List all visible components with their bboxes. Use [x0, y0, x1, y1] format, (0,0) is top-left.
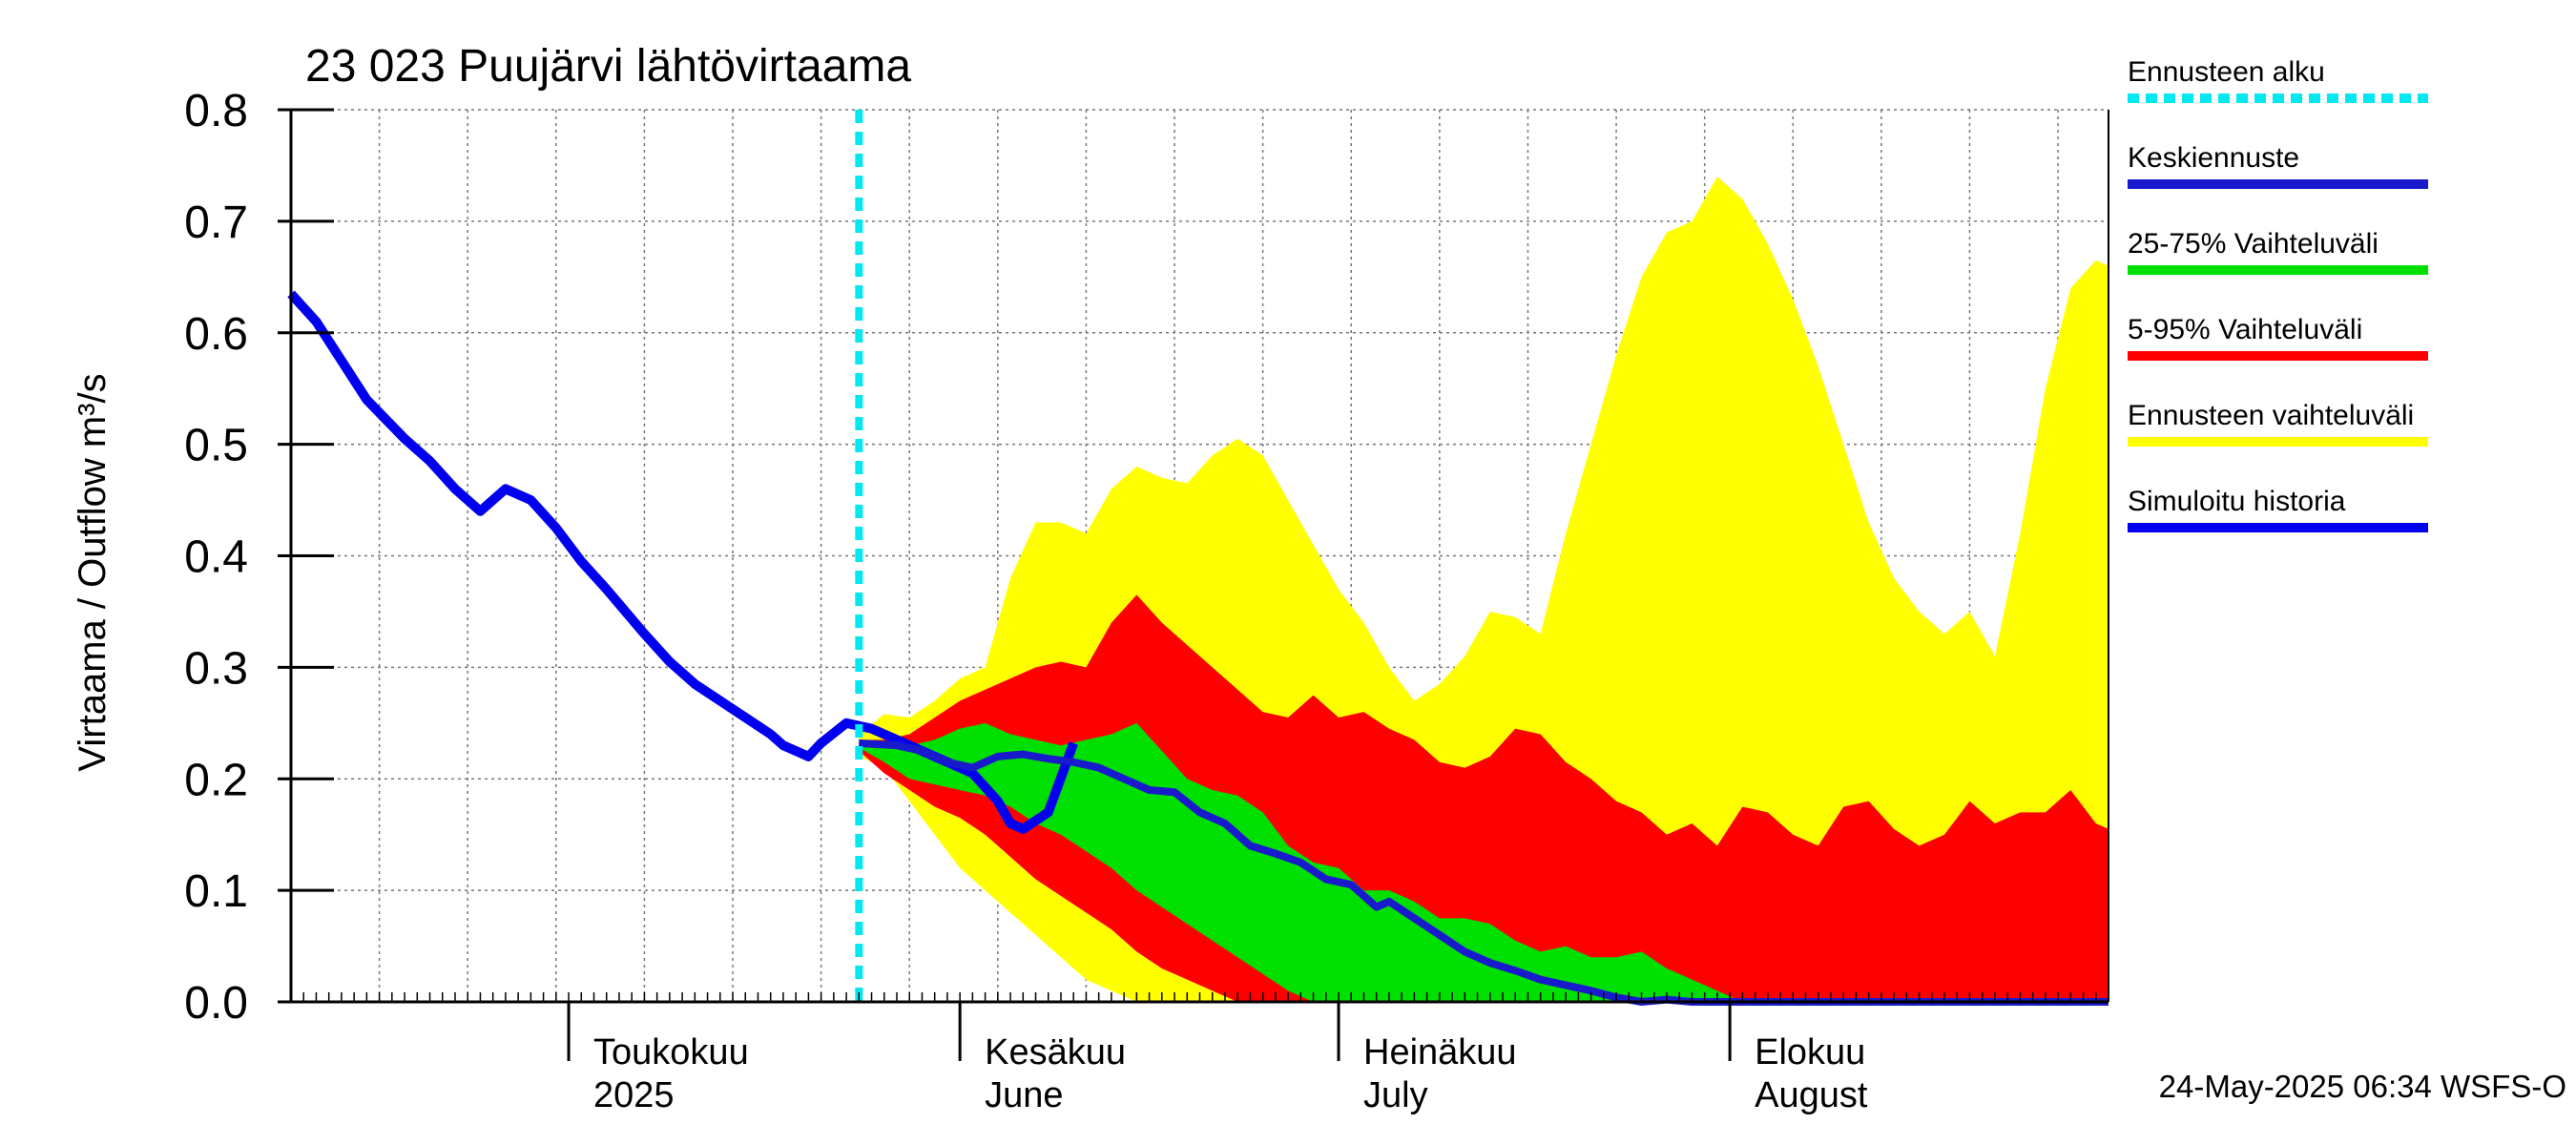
month-label-fi: Kesäkuu — [985, 1032, 1126, 1072]
y-tick-label: 0.0 — [184, 978, 248, 1029]
series-layer — [287, 110, 2109, 1006]
month-label-en: June — [985, 1075, 1063, 1115]
legend-label: Keskiennuste — [2128, 142, 2299, 174]
y-tick-label: 0.8 — [184, 86, 248, 136]
y-tick-label: 0.1 — [184, 866, 248, 917]
y-tick-label: 0.4 — [184, 532, 248, 583]
chart-title: 23 023 Puujärvi lähtövirtaama — [305, 41, 911, 92]
legend-label: Ennusteen alku — [2128, 56, 2325, 88]
y-axis-label: Virtaama / Outflow m³/s — [72, 373, 114, 771]
month-label-fi: Toukokuu — [593, 1032, 749, 1072]
legend-label: Simuloitu historia — [2128, 486, 2346, 517]
legend-label: Ennusteen vaihteluväli — [2128, 400, 2414, 431]
month-label-fi: Heinäkuu — [1363, 1032, 1517, 1072]
y-tick-label: 0.6 — [184, 309, 248, 360]
month-label-en: August — [1755, 1075, 1868, 1115]
month-label-fi: Elokuu — [1755, 1032, 1865, 1072]
y-tick-label: 0.3 — [184, 643, 248, 694]
month-label-en: July — [1363, 1075, 1428, 1115]
footer-timestamp: 24-May-2025 06:34 WSFS-O — [2159, 1069, 2566, 1104]
y-tick-label: 0.2 — [184, 755, 248, 805]
y-tick-label: 0.7 — [184, 198, 248, 248]
month-label-en: 2025 — [593, 1075, 675, 1115]
median-forecast-line — [859, 739, 2109, 1006]
legend: Ennusteen alku Keskiennuste 25-75% Vaihtel… — [2128, 56, 2428, 532]
legend-label: 5-95% Vaihteluväli — [2128, 314, 2362, 345]
legend-label: 25-75% Vaihteluväli — [2128, 228, 2379, 260]
y-tick-label: 0.5 — [184, 421, 248, 471]
